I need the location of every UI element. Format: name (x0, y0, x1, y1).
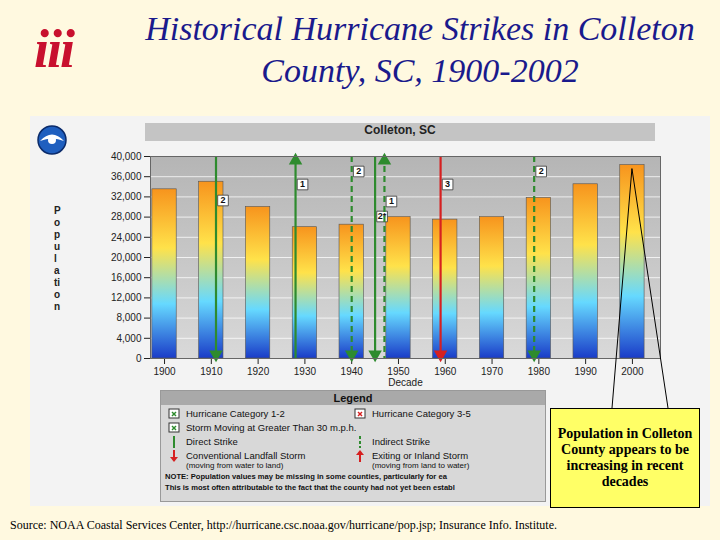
svg-text:1970: 1970 (481, 366, 504, 377)
svg-text:32,000: 32,000 (111, 191, 142, 202)
html-text:Hurricane Category 3-5: Hurricane Category 3-5 (372, 408, 471, 419)
svg-text:1990: 1990 (575, 366, 598, 377)
svg-text:8,000: 8,000 (116, 312, 141, 323)
svg-text:1980: 1980 (528, 366, 551, 377)
svg-text:2000: 2000 (621, 366, 644, 377)
html-text:Conventional Landfall Storm: Conventional Landfall Storm (186, 450, 306, 461)
svg-text:0: 0 (136, 353, 142, 364)
svg-text:1930: 1930 (294, 366, 317, 377)
html-text:This is most often attributabl: This is most often attributable to the f… (165, 483, 455, 492)
html-text:Exiting or Inland Storm: Exiting or Inland Storm (372, 450, 469, 461)
svg-text:40,000: 40,000 (111, 151, 142, 162)
svg-text:3: 3 (445, 179, 450, 189)
html-text:Storm Moving at Greater Than 3: Storm Moving at Greater Than 30 m.p.h. (186, 422, 357, 433)
svg-text:4,000: 4,000 (116, 333, 141, 344)
html-text:Historical Hurricane Strikes i: Historical Hurricane Strikes in Colleton… (145, 10, 695, 89)
html-text:(moving from land to water): (moving from land to water) (372, 461, 470, 470)
html-text:Direct Strike: Direct Strike (186, 436, 238, 447)
svg-text:2: 2 (220, 195, 225, 205)
svg-text:Decade: Decade (388, 377, 423, 388)
svg-text:1950: 1950 (387, 366, 410, 377)
svg-text:2: 2 (539, 166, 544, 176)
html-text:Source: NOAA Coastal Services: Source: NOAA Coastal Services Center, ht… (10, 518, 557, 532)
svg-text:2: 2 (356, 166, 361, 176)
html-text:Population in Colleton County: Population in Colleton County appears to… (557, 426, 693, 489)
svg-text:2*: 2* (377, 211, 387, 222)
html-text:Hurricane Category 1-2: Hurricane Category 1-2 (186, 408, 285, 419)
svg-text:1940: 1940 (341, 366, 364, 377)
html-text:Indirect Strike: Indirect Strike (372, 436, 431, 447)
svg-text:1900: 1900 (153, 366, 176, 377)
svg-text:16,000: 16,000 (111, 272, 142, 283)
svg-text:24,000: 24,000 (111, 232, 142, 243)
svg-text:1: 1 (389, 196, 394, 206)
html-text:iii: iii (34, 19, 73, 79)
svg-text:1920: 1920 (247, 366, 270, 377)
svg-text:28,000: 28,000 (111, 211, 142, 222)
svg-text:36,000: 36,000 (111, 171, 142, 182)
html-text:Population: Population (54, 205, 61, 312)
svg-text:20,000: 20,000 (111, 252, 142, 263)
html-text:(moving from water to land): (moving from water to land) (186, 461, 284, 470)
html-text:NOTE: Population values may be: NOTE: Population values may be missing i… (165, 472, 447, 481)
html-text:Legend: Legend (333, 392, 373, 404)
html-text:Colleton, SC: Colleton, SC (364, 123, 436, 137)
svg-text:1: 1 (300, 179, 305, 189)
svg-text:12,000: 12,000 (111, 292, 142, 303)
svg-text:1910: 1910 (200, 366, 223, 377)
svg-text:1960: 1960 (434, 366, 457, 377)
